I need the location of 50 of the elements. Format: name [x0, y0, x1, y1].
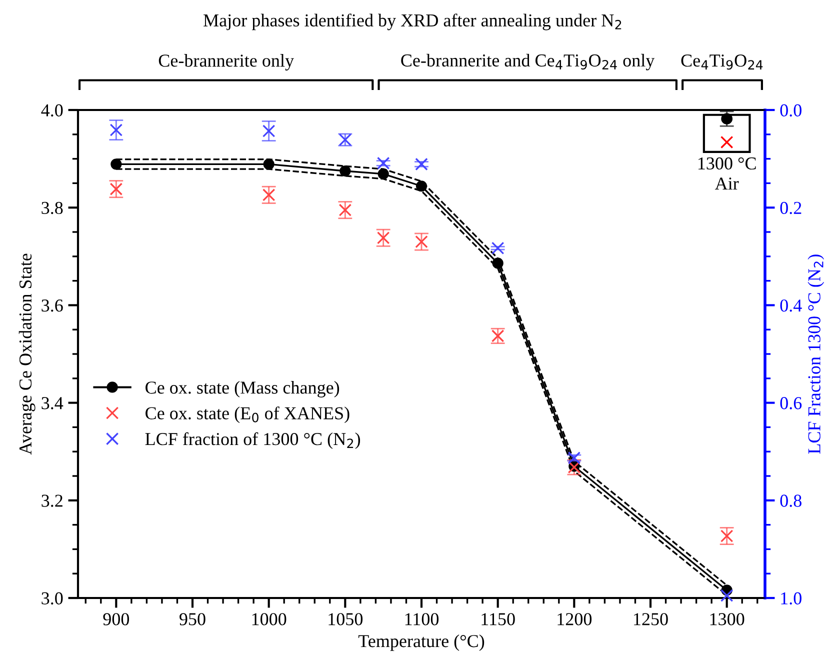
y2-tick-label: 0.6 — [780, 397, 802, 410]
x-tick-label: 1050 — [328, 613, 363, 626]
y-tick-label: 3.0 — [42, 592, 63, 605]
text: Ce-brannerite only — [158, 54, 294, 70]
text: Ce$_{4}$Ti$_{9}$O$_{24}$ — [681, 54, 763, 70]
y2-tick-label: 0.0 — [780, 104, 802, 117]
y2-tick-label: 0.2 — [780, 202, 802, 214]
x-axis-title: Temperature (°C) — [358, 634, 484, 651]
point — [262, 188, 276, 202]
x-tick-label: 900 — [103, 613, 130, 626]
y-tick-label: 3.2 — [42, 494, 62, 507]
y2-axis-title: LCF Fraction 1300 °C (N$_{2}$) — [808, 254, 824, 454]
point — [415, 158, 428, 171]
chart-title: Major phases identified by XRD after annealing under N$_{2}$ — [204, 14, 622, 30]
point — [378, 168, 389, 180]
x-tick-label: 1250 — [634, 613, 668, 626]
y-tick-label: 3.6 — [42, 300, 63, 312]
point — [491, 242, 504, 254]
point — [720, 530, 734, 542]
y2-tick-label: 0.4 — [780, 299, 802, 312]
point — [263, 158, 274, 170]
legend-label: LCF fraction of 1300 °C (N$_{2}$) — [145, 432, 360, 449]
y2-tick-label: 1.0 — [781, 592, 802, 605]
point — [376, 156, 390, 170]
y2-tick-label: 0.8 — [780, 494, 802, 507]
x-tick-label: 1000 — [252, 613, 286, 626]
y-tick-label: 3.8 — [42, 202, 63, 214]
x-tick-label: 1100 — [405, 613, 439, 626]
annotation: 1300 °C Air — [698, 157, 756, 190]
y-tick-label: 3.4 — [42, 397, 64, 410]
point — [340, 165, 351, 177]
x-tick-label: 1300 — [710, 613, 744, 626]
y-axis-title: Average Ce Oxidation State — [18, 254, 36, 455]
point — [416, 180, 428, 192]
legend-label: Ce ox. state (Mass change) — [146, 381, 340, 398]
x-tick-label: 1200 — [558, 613, 592, 626]
point — [338, 204, 352, 216]
point — [110, 182, 123, 196]
point — [110, 124, 123, 136]
point — [492, 258, 504, 269]
legend-label: Ce ox. state (E$_{0}$ of XANES) — [146, 406, 350, 424]
x-tick-label: 950 — [180, 613, 206, 626]
point — [568, 452, 581, 464]
point — [262, 124, 276, 138]
x-tick-label: 1150 — [482, 613, 515, 626]
point — [720, 136, 734, 149]
text: Ce-brannerite and Ce$_{4}$Ti$_{9}$O$_{24}$ only — [401, 54, 655, 70]
point — [110, 158, 122, 170]
point — [720, 589, 734, 602]
y-tick-label: 4.0 — [41, 104, 63, 117]
